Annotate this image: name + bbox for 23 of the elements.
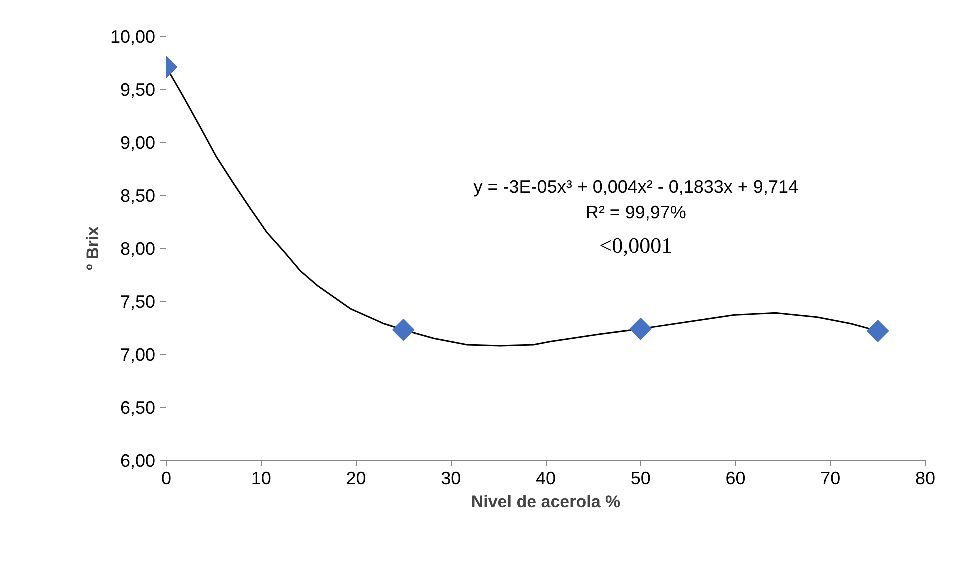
y-tick-label: 8,00	[120, 239, 156, 259]
x-tick-label: 40	[536, 468, 556, 488]
x-tick-label: 10	[251, 468, 272, 488]
y-tick-label: 6,00	[120, 451, 156, 471]
x-tick-label: 60	[726, 468, 746, 488]
x-tick-label: 80	[915, 468, 936, 488]
y-tick-label: 7,00	[120, 345, 156, 365]
annotation: y = -3E-05x³ + 0,004x² - 0,1833x + 9,714	[474, 177, 798, 198]
x-tick-label: 20	[346, 468, 366, 488]
x-tick-label: 0	[161, 468, 172, 488]
y-tick-label: 7,50	[120, 292, 156, 312]
x-tick-label: 30	[441, 468, 462, 488]
y-axis-title: º Brix	[83, 226, 102, 270]
annotation: R² = 99,97%	[586, 202, 686, 222]
y-tick-label: 6,50	[120, 398, 156, 418]
annotation: <0,0001	[600, 232, 673, 258]
x-tick-label: 70	[820, 468, 841, 488]
y-tick-label: 8,50	[120, 186, 156, 206]
y-tick-label: 9,00	[120, 133, 156, 153]
y-tick-label: 10,00	[110, 27, 156, 47]
x-tick-label: 50	[630, 468, 651, 488]
x-axis-title: Nivel de acerola %	[471, 492, 621, 512]
y-tick-label: 9,50	[120, 80, 156, 100]
